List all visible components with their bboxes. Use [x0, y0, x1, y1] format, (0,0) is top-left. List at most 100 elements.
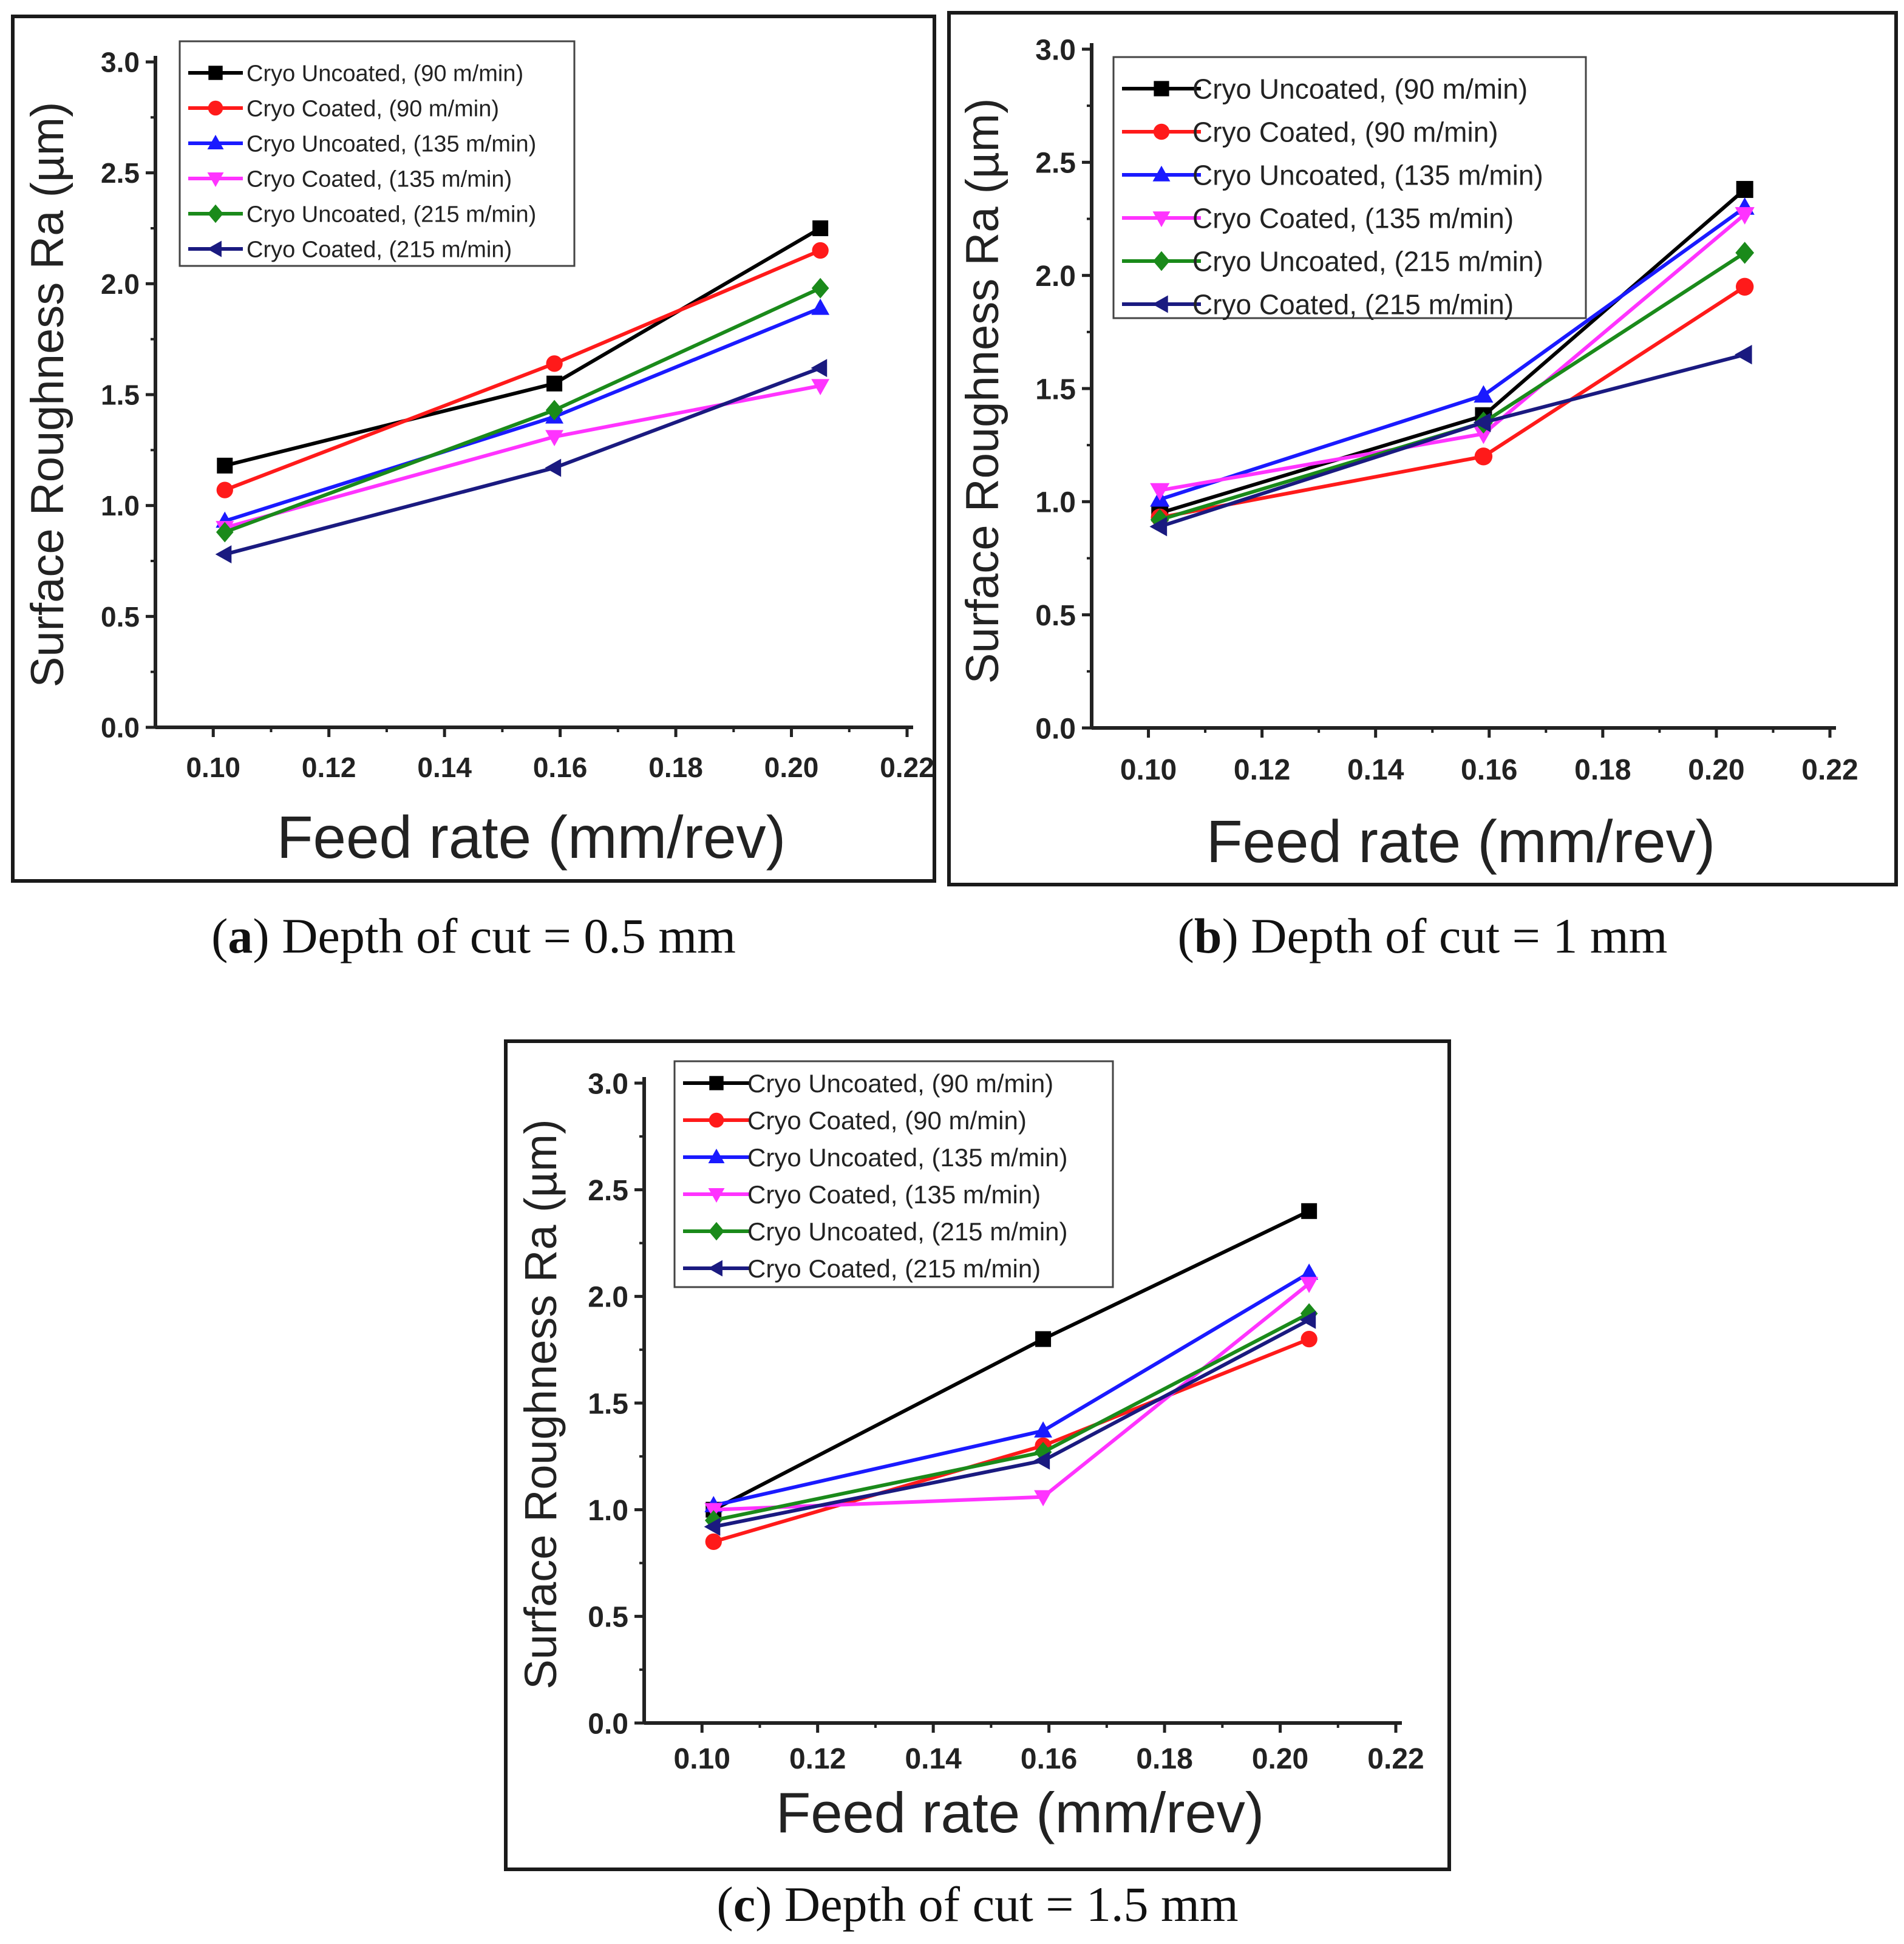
- chart-b-legend-swatch-marker: [1153, 251, 1170, 271]
- chart-c-series-6-line: [713, 1318, 1310, 1529]
- caption-b: (b) Depth of cut = 1 mm: [1177, 908, 1668, 964]
- chart-a-series-2-point: [812, 242, 829, 259]
- chart-a-series-6-point: [545, 458, 562, 477]
- chart-c-series-4-line: [713, 1282, 1311, 1512]
- chart-a-legend-label: Cryo Coated, (135 m/min): [246, 167, 512, 192]
- chart-b-series-6-point: [1149, 517, 1168, 537]
- chart-b-y-tick-label: 1.5: [1035, 373, 1076, 406]
- chart-c-series-2-line: [713, 1337, 1310, 1544]
- chart-b-series-5-point: [1150, 508, 1169, 531]
- chart-c-series-6-point: [1299, 1311, 1316, 1329]
- chart-b-series-2-line: [1159, 285, 1746, 520]
- chart-a-legend-label: Cryo Uncoated, (135 m/min): [246, 132, 536, 157]
- chart-c-legend-box: [673, 1060, 1114, 1288]
- caption-b-text: ) Depth of cut = 1 mm: [1222, 908, 1668, 964]
- chart-a-series-1-point: [217, 457, 233, 474]
- chart-b-series-4-point: [1735, 207, 1755, 225]
- chart-a-series-1: [217, 220, 829, 474]
- chart-c-series-2-point: [705, 1533, 722, 1551]
- chart-b-x-axis-title: Feed rate (mm/rev): [1206, 808, 1716, 875]
- chart-c-series-3-point: [1034, 1421, 1053, 1438]
- chart-a-series-6-line: [224, 366, 821, 556]
- chart-a-x-axis-title: Feed rate (mm/rev): [277, 804, 786, 871]
- chart-a-legend-item: Cryo Coated, (90 m/min): [188, 97, 499, 122]
- chart-c-y-tick-label: 2.0: [588, 1282, 628, 1314]
- chart-c-legend-swatch-marker: [709, 1112, 724, 1128]
- chart-c-series-6-point: [704, 1517, 721, 1536]
- chart-c-legend-label: Cryo Uncoated, (90 m/min): [747, 1069, 1053, 1098]
- chart-c-legend-item: Cryo Uncoated, (135 m/min): [683, 1143, 1068, 1172]
- chart-a-y-tick-label: 1.0: [101, 490, 140, 522]
- chart-a-series-5-point: [545, 399, 563, 421]
- chart-a-series-2-point: [546, 355, 563, 372]
- chart-c-y-tick-label: 3.0: [588, 1068, 628, 1100]
- chart-b-y-tick-label: 2.0: [1035, 260, 1076, 293]
- chart-b-y-tick-label: 3.0: [1035, 34, 1076, 66]
- chart-a-legend-swatch-marker: [208, 66, 223, 80]
- chart-c-x-tick-label: 0.10: [674, 1743, 730, 1775]
- chart-b-legend-label: Cryo Uncoated, (215 m/min): [1192, 246, 1543, 277]
- chart-a-series-3-point: [811, 298, 830, 315]
- chart-a-y-tick-label: 2.5: [101, 157, 140, 189]
- chart-c-series-4-point: [1034, 1490, 1053, 1507]
- chart-a-legend-item: Cryo Coated, (215 m/min): [188, 237, 512, 263]
- chart-b-legend-item: Cryo Uncoated, (135 m/min): [1122, 160, 1543, 191]
- chart-b-legend: Cryo Uncoated, (90 m/min) Cryo Coated, (9…: [1112, 56, 1587, 321]
- chart-c: 0.0 0.5 1.0 1.5 2.0 2.5 3.0 0.10 0.12 0.14 0.16 0.1…: [515, 1060, 1424, 1844]
- chart-b-legend-swatch-marker: [1152, 211, 1171, 228]
- chart-c-legend-item: Cryo Coated, (215 m/min): [683, 1254, 1041, 1283]
- caption-a-letter: a: [228, 908, 253, 964]
- chart-a-legend-label: Cryo Uncoated, (215 m/min): [246, 202, 536, 228]
- chart-b-legend-item: Cryo Coated, (90 m/min): [1122, 117, 1498, 148]
- chart-a-x-tick-label: 0.14: [417, 752, 472, 783]
- chart-b-series-6: [1149, 345, 1752, 537]
- chart-a-series-2: [216, 242, 829, 498]
- chart-c-series-5-point: [1300, 1303, 1318, 1324]
- chart-a-y-tick-label: 2.0: [101, 268, 140, 300]
- chart-b-x-tick-label: 0.14: [1347, 754, 1404, 786]
- chart-a-y-axis-title: Surface Roughness Ra (µm): [22, 102, 73, 688]
- chart-a-legend-item: Cryo Uncoated, (90 m/min): [188, 61, 523, 87]
- chart-b-legend-item: Cryo Coated, (135 m/min): [1122, 203, 1514, 234]
- chart-a-x-tick-label: 0.16: [533, 752, 588, 783]
- chart-a-legend-swatch-marker: [207, 134, 224, 149]
- chart-b-legend-swatch-marker: [1153, 123, 1170, 140]
- chart-b-y-tick-label: 0.0: [1035, 713, 1076, 745]
- chart-c-series-2-point: [1300, 1330, 1318, 1348]
- chart-a-series-1-point: [546, 375, 563, 392]
- chart-b-x-tick-label: 0.12: [1234, 754, 1290, 786]
- chart-c-legend-item: Cryo Coated, (90 m/min): [683, 1106, 1027, 1135]
- chart-a-y-tick-label: 3.0: [101, 47, 140, 78]
- caption-a-text: ) Depth of cut = 0.5 mm: [253, 908, 736, 964]
- chart-c-x-tick-label: 0.14: [905, 1743, 962, 1775]
- chart-b-series-2-point: [1474, 447, 1493, 466]
- chart-a-x-tick-label: 0.12: [302, 752, 356, 783]
- chart-c-legend-item: Cryo Uncoated, (215 m/min): [683, 1217, 1068, 1246]
- chart-c-y-tick-label: 0.0: [588, 1708, 628, 1740]
- chart-panel-a: 0.0 0.5 1.0 1.5 2.0 2.5 3.0 0.10 0.12 0.14 0.16 0.1…: [11, 15, 936, 883]
- chart-b-series-2-point: [1735, 277, 1754, 296]
- chart-a-series-6: [215, 359, 828, 563]
- chart-b-legend-label: Cryo Coated, (215 m/min): [1192, 289, 1514, 321]
- chart-b-x-tick-label: 0.22: [1801, 754, 1858, 786]
- chart-a-legend: Cryo Uncoated, (90 m/min) Cryo Coated, (9…: [178, 40, 576, 267]
- chart-c-y-tick-label: 0.5: [588, 1602, 628, 1634]
- chart-b: 0.0 0.5 1.0 1.5 2.0 2.5 3.0 0.10 0.12 0.14 0.16 0.1…: [957, 34, 1858, 875]
- chart-c-x-tick-label: 0.22: [1367, 1743, 1424, 1775]
- chart-a-series-2-line: [224, 248, 821, 492]
- chart-a-x-tick-label: 0.18: [648, 752, 703, 783]
- chart-a-series-5-line: [224, 286, 821, 534]
- caption-b-letter: b: [1194, 908, 1222, 964]
- chart-b-x-tick-label: 0.18: [1574, 754, 1631, 786]
- chart-a-y-tick-label: 0.5: [101, 601, 140, 633]
- chart-c-legend-label: Cryo Uncoated, (215 m/min): [747, 1217, 1068, 1246]
- chart-a-series-4-point: [545, 430, 564, 447]
- chart-c-legend-label: Cryo Coated, (215 m/min): [747, 1254, 1041, 1283]
- chart-c-legend-label: Cryo Coated, (90 m/min): [747, 1106, 1027, 1135]
- chart-c-x-tick-label: 0.12: [789, 1743, 846, 1775]
- chart-b-y-tick-label: 2.5: [1035, 148, 1076, 180]
- chart-b-y-tick-label: 1.0: [1035, 487, 1076, 519]
- chart-b-axes: 0.0 0.5 1.0 1.5 2.0 2.5 3.0 0.10 0.12 0.14 0.16 0.1…: [1035, 34, 1858, 786]
- chart-a-series-5-point: [811, 277, 829, 299]
- chart-b-series-3-point: [1474, 385, 1494, 403]
